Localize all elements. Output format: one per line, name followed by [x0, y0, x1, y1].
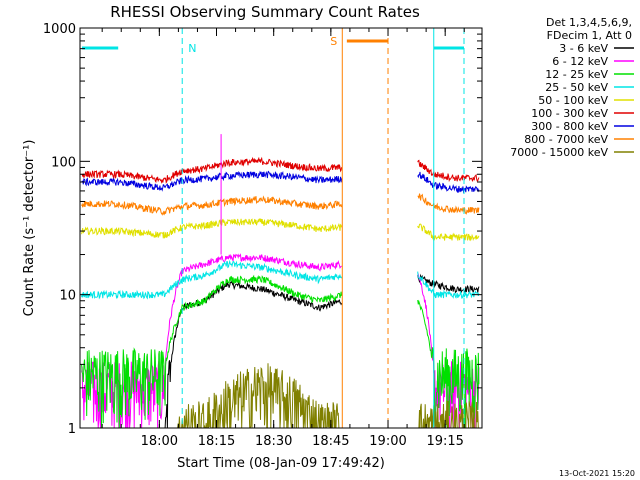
- series-line-3: [81, 259, 480, 300]
- legend-label-0: 3 - 6 keV: [559, 42, 608, 55]
- x-tick-label-3: 18:45: [312, 434, 349, 449]
- legend-label-7: 800 - 7000 keV: [524, 133, 608, 146]
- plot-frame: [79, 27, 483, 429]
- legend-label-2: 12 - 25 keV: [545, 68, 608, 81]
- y-tick-label-2: 100: [51, 155, 76, 170]
- footer-date: 13-Oct-2021 15:20: [559, 469, 635, 478]
- y-tick-label-3: 1000: [43, 22, 76, 37]
- night-marker-label: N: [188, 42, 196, 55]
- x-tick-label-5: 19:15: [426, 434, 463, 449]
- series-line-7: [81, 193, 480, 216]
- legend-label-4: 50 - 100 keV: [538, 94, 608, 107]
- series-line-5: [81, 156, 480, 184]
- series-line-2: [81, 274, 480, 428]
- series-line-4: [81, 218, 480, 242]
- series-line-6: [81, 170, 480, 194]
- legend-label-6: 300 - 800 keV: [531, 120, 608, 133]
- legend-label-3: 25 - 50 keV: [545, 81, 608, 94]
- legend-header-0: Det 1,3,4,5,6,9,: [546, 16, 632, 29]
- chart-title: RHESSI Observing Summary Count Rates: [110, 3, 420, 21]
- y-tick-label-0: 1: [68, 422, 76, 437]
- x-tick-label-2: 18:30: [255, 434, 292, 449]
- y-tick-label-1: 10: [59, 289, 76, 304]
- y-axis-label: Count Rate (s⁻¹ detector⁻¹): [22, 140, 37, 317]
- x-tick-label-0: 18:00: [141, 434, 178, 449]
- legend-label-5: 100 - 300 keV: [531, 107, 608, 120]
- legend-label-1: 6 - 12 keV: [552, 55, 608, 68]
- saa-marker-label: S: [330, 35, 337, 48]
- legend: Det 1,3,4,5,6,9,FDecim 1, Att 03 - 6 keV…: [510, 16, 634, 159]
- x-tick-label-1: 18:15: [198, 434, 235, 449]
- x-tick-label-4: 19:00: [369, 434, 406, 449]
- legend-label-8: 7000 - 15000 keV: [510, 146, 608, 159]
- legend-header-1: FDecim 1, Att 0: [547, 29, 632, 42]
- x-axis-label: Start Time (08-Jan-09 17:49:42): [177, 456, 385, 471]
- axes: 18:00 18:15 18:30 18:45 19:00 19:15 1 10 100 1000: [43, 22, 482, 449]
- plot-area: NS: [81, 28, 480, 429]
